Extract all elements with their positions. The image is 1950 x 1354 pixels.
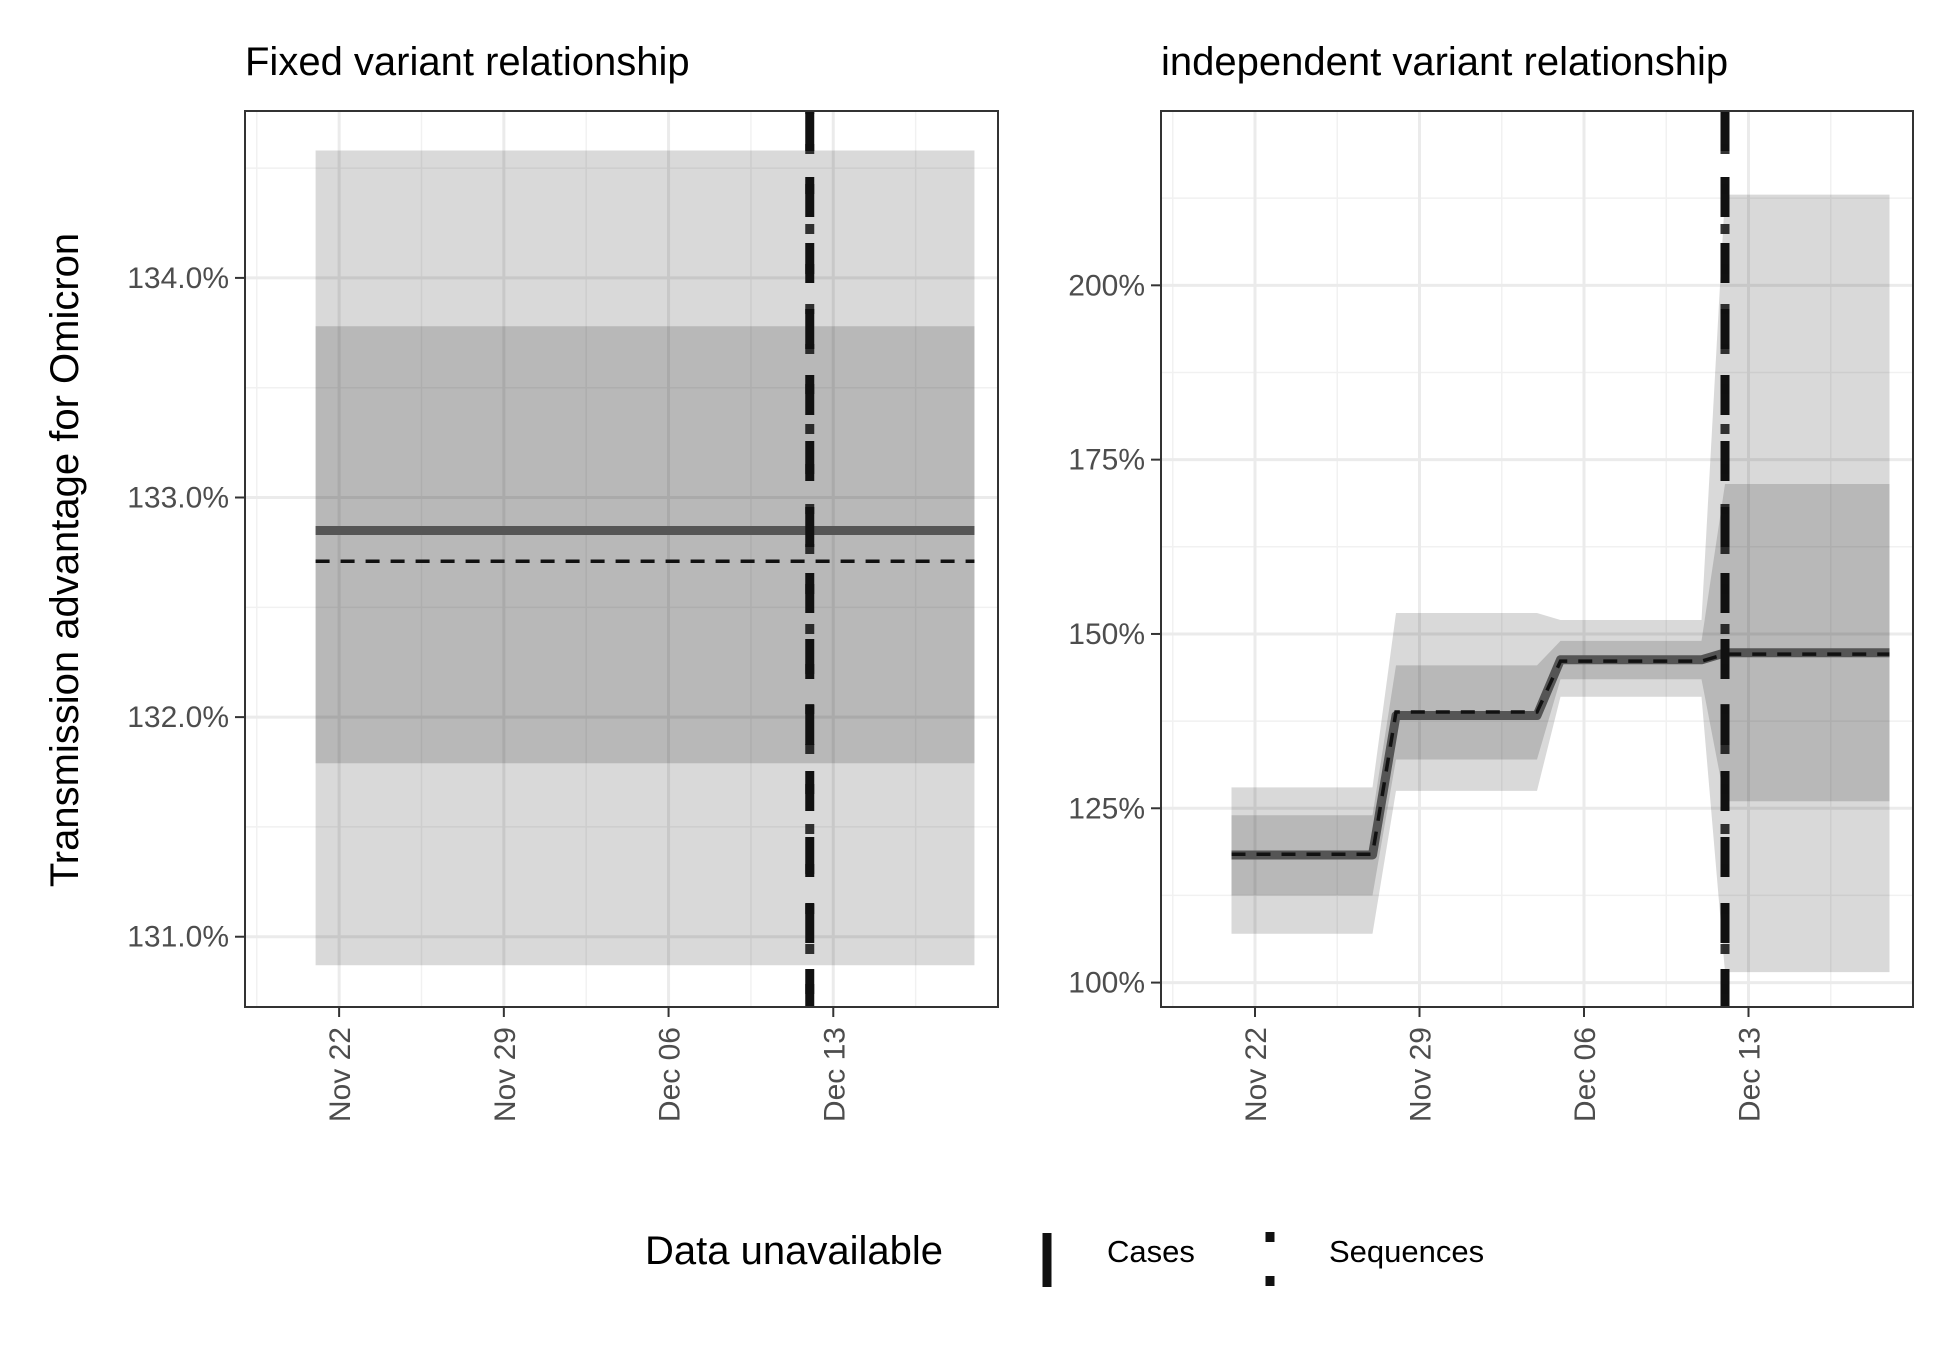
panel-border	[1160, 110, 1914, 1008]
ribbon-outer	[315, 150, 975, 966]
x-tick-label: Dec 06	[654, 1027, 687, 1122]
legend-label-sequences: Sequences	[1329, 1234, 1484, 1269]
x-tick-label: Dec 13	[818, 1027, 851, 1122]
panel-background	[245, 111, 998, 1007]
panel-data	[315, 111, 975, 1007]
x-tick-label: Nov 29	[489, 1027, 522, 1122]
y-tick-label: 134.0%	[127, 262, 229, 295]
x-tick-label: Nov 22	[1240, 1027, 1273, 1122]
series-line-dashed	[1231, 652, 1890, 857]
y-tick-label: 150%	[1068, 618, 1145, 651]
legend-label-cases: Cases	[1107, 1234, 1195, 1269]
y-tick-label: 131.0%	[127, 921, 229, 954]
panel-title: Fixed variant relationship	[245, 40, 690, 84]
y-tick-label: 132.0%	[127, 701, 229, 734]
y-axis-label: Transmission advantage for Omicron	[43, 233, 87, 887]
y-tick-label: 125%	[1068, 792, 1145, 825]
x-tick-label: Nov 29	[1405, 1027, 1438, 1122]
ribbon-inner	[315, 326, 975, 764]
y-tick-label: 133.0%	[127, 482, 229, 515]
x-tick-label: Dec 13	[1734, 1027, 1767, 1122]
x-tick-label: Dec 06	[1569, 1027, 1602, 1122]
y-tick-label: 200%	[1068, 269, 1145, 302]
panel-border	[244, 110, 999, 1008]
panel-title: independent variant relationship	[1161, 40, 1728, 84]
x-tick-label: Nov 22	[324, 1027, 357, 1122]
panel-fixed-variant: 131.0% 132.0% 133.0% 134.0% Nov 22 Nov 29 Dec …	[127, 40, 999, 1122]
y-tick-label: 100%	[1068, 967, 1145, 1000]
panel-independent-variant: 100% 125% 150% 175% 200% Nov 22 Nov 29 Dec 06 De…	[1068, 40, 1914, 1122]
y-tick-label: 175%	[1068, 444, 1145, 477]
panel-data	[1231, 111, 1890, 1007]
legend: Data unavailable Cases Sequences	[645, 1229, 1484, 1288]
legend-title: Data unavailable	[645, 1229, 943, 1273]
